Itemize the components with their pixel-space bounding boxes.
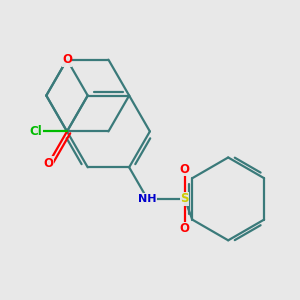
- Text: O: O: [44, 157, 54, 169]
- Text: O: O: [62, 53, 72, 66]
- Text: O: O: [180, 163, 190, 176]
- Text: O: O: [180, 222, 190, 235]
- Text: Cl: Cl: [30, 125, 42, 138]
- Text: S: S: [180, 192, 189, 206]
- Text: NH: NH: [138, 194, 157, 204]
